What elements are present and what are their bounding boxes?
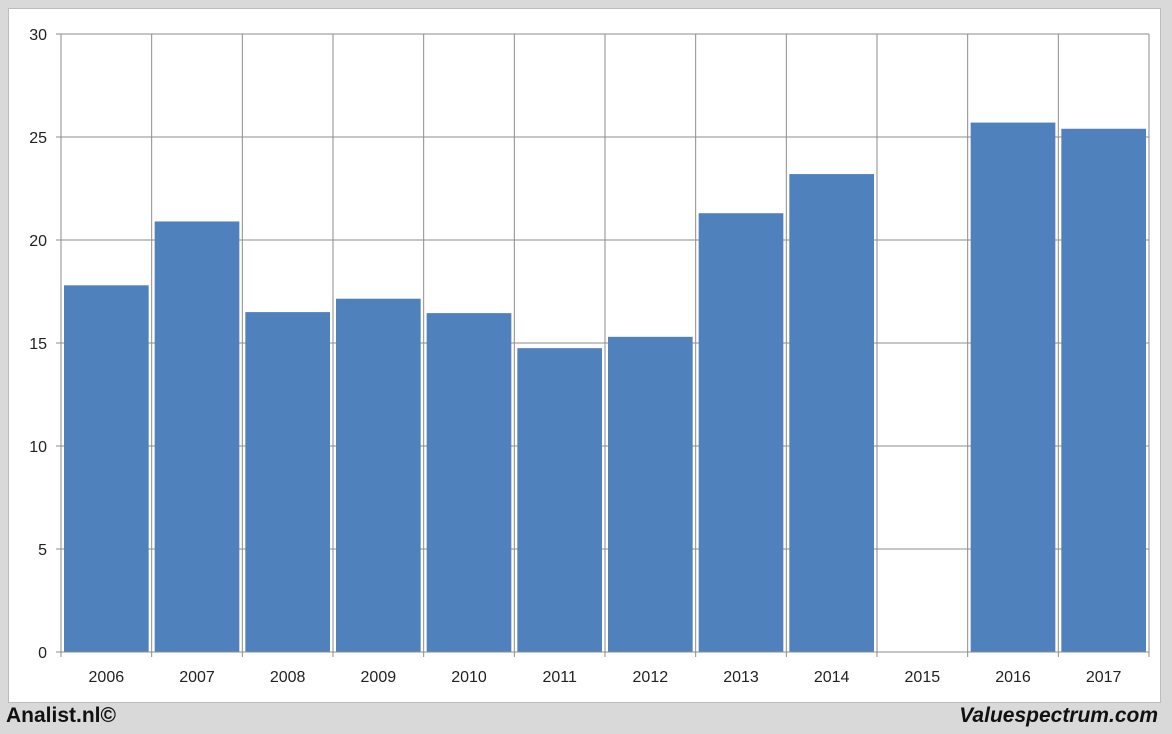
y-tick-label: 20 — [29, 233, 47, 250]
y-tick-label: 30 — [29, 27, 47, 44]
x-tick-label: 2009 — [361, 669, 397, 686]
y-tick-label: 25 — [29, 130, 47, 147]
bar-2013 — [698, 213, 784, 652]
x-tick-label: 2013 — [723, 669, 759, 686]
x-tick-label: 2016 — [995, 669, 1031, 686]
bar-2008 — [245, 312, 330, 652]
x-tick-label: 2008 — [270, 669, 306, 686]
bar-2017 — [1061, 128, 1146, 652]
x-tick-label: 2015 — [905, 669, 941, 686]
tick-labels: 0 5 10 15 20 25 30 2006 2007 2008 2009 2010 2011 2012… — [29, 27, 1121, 686]
bar-2006 — [64, 285, 149, 652]
axes — [56, 33, 1150, 657]
y-tick-label: 10 — [29, 439, 47, 456]
x-tick-label: 2007 — [179, 669, 215, 686]
analist-watermark: Analist.nl© — [6, 704, 116, 727]
bar-series — [64, 122, 1146, 652]
bar-2012 — [608, 336, 693, 652]
valuespectrum-watermark: Valuespectrum.com — [959, 704, 1158, 727]
bar-2011 — [517, 348, 602, 652]
x-tick-label: 2006 — [89, 669, 125, 686]
y-tick-label: 0 — [38, 645, 47, 662]
x-tick-label: 2014 — [814, 669, 850, 686]
x-tick-label: 2011 — [542, 669, 577, 686]
bar-2009 — [336, 298, 421, 652]
x-tick-label: 2012 — [633, 669, 669, 686]
x-tick-label: 2017 — [1086, 669, 1122, 686]
bar-2016 — [970, 122, 1056, 652]
bar-2007 — [154, 221, 240, 652]
y-tick-label: 5 — [38, 542, 47, 559]
x-tick-label: 2010 — [451, 669, 487, 686]
y-tick-label: 15 — [29, 336, 47, 353]
bar-2010 — [426, 313, 512, 652]
bar-2014 — [789, 174, 874, 652]
bar-chart: 0 5 10 15 20 25 30 2006 2007 2008 2009 2010 2011 2012… — [29, 27, 1150, 686]
